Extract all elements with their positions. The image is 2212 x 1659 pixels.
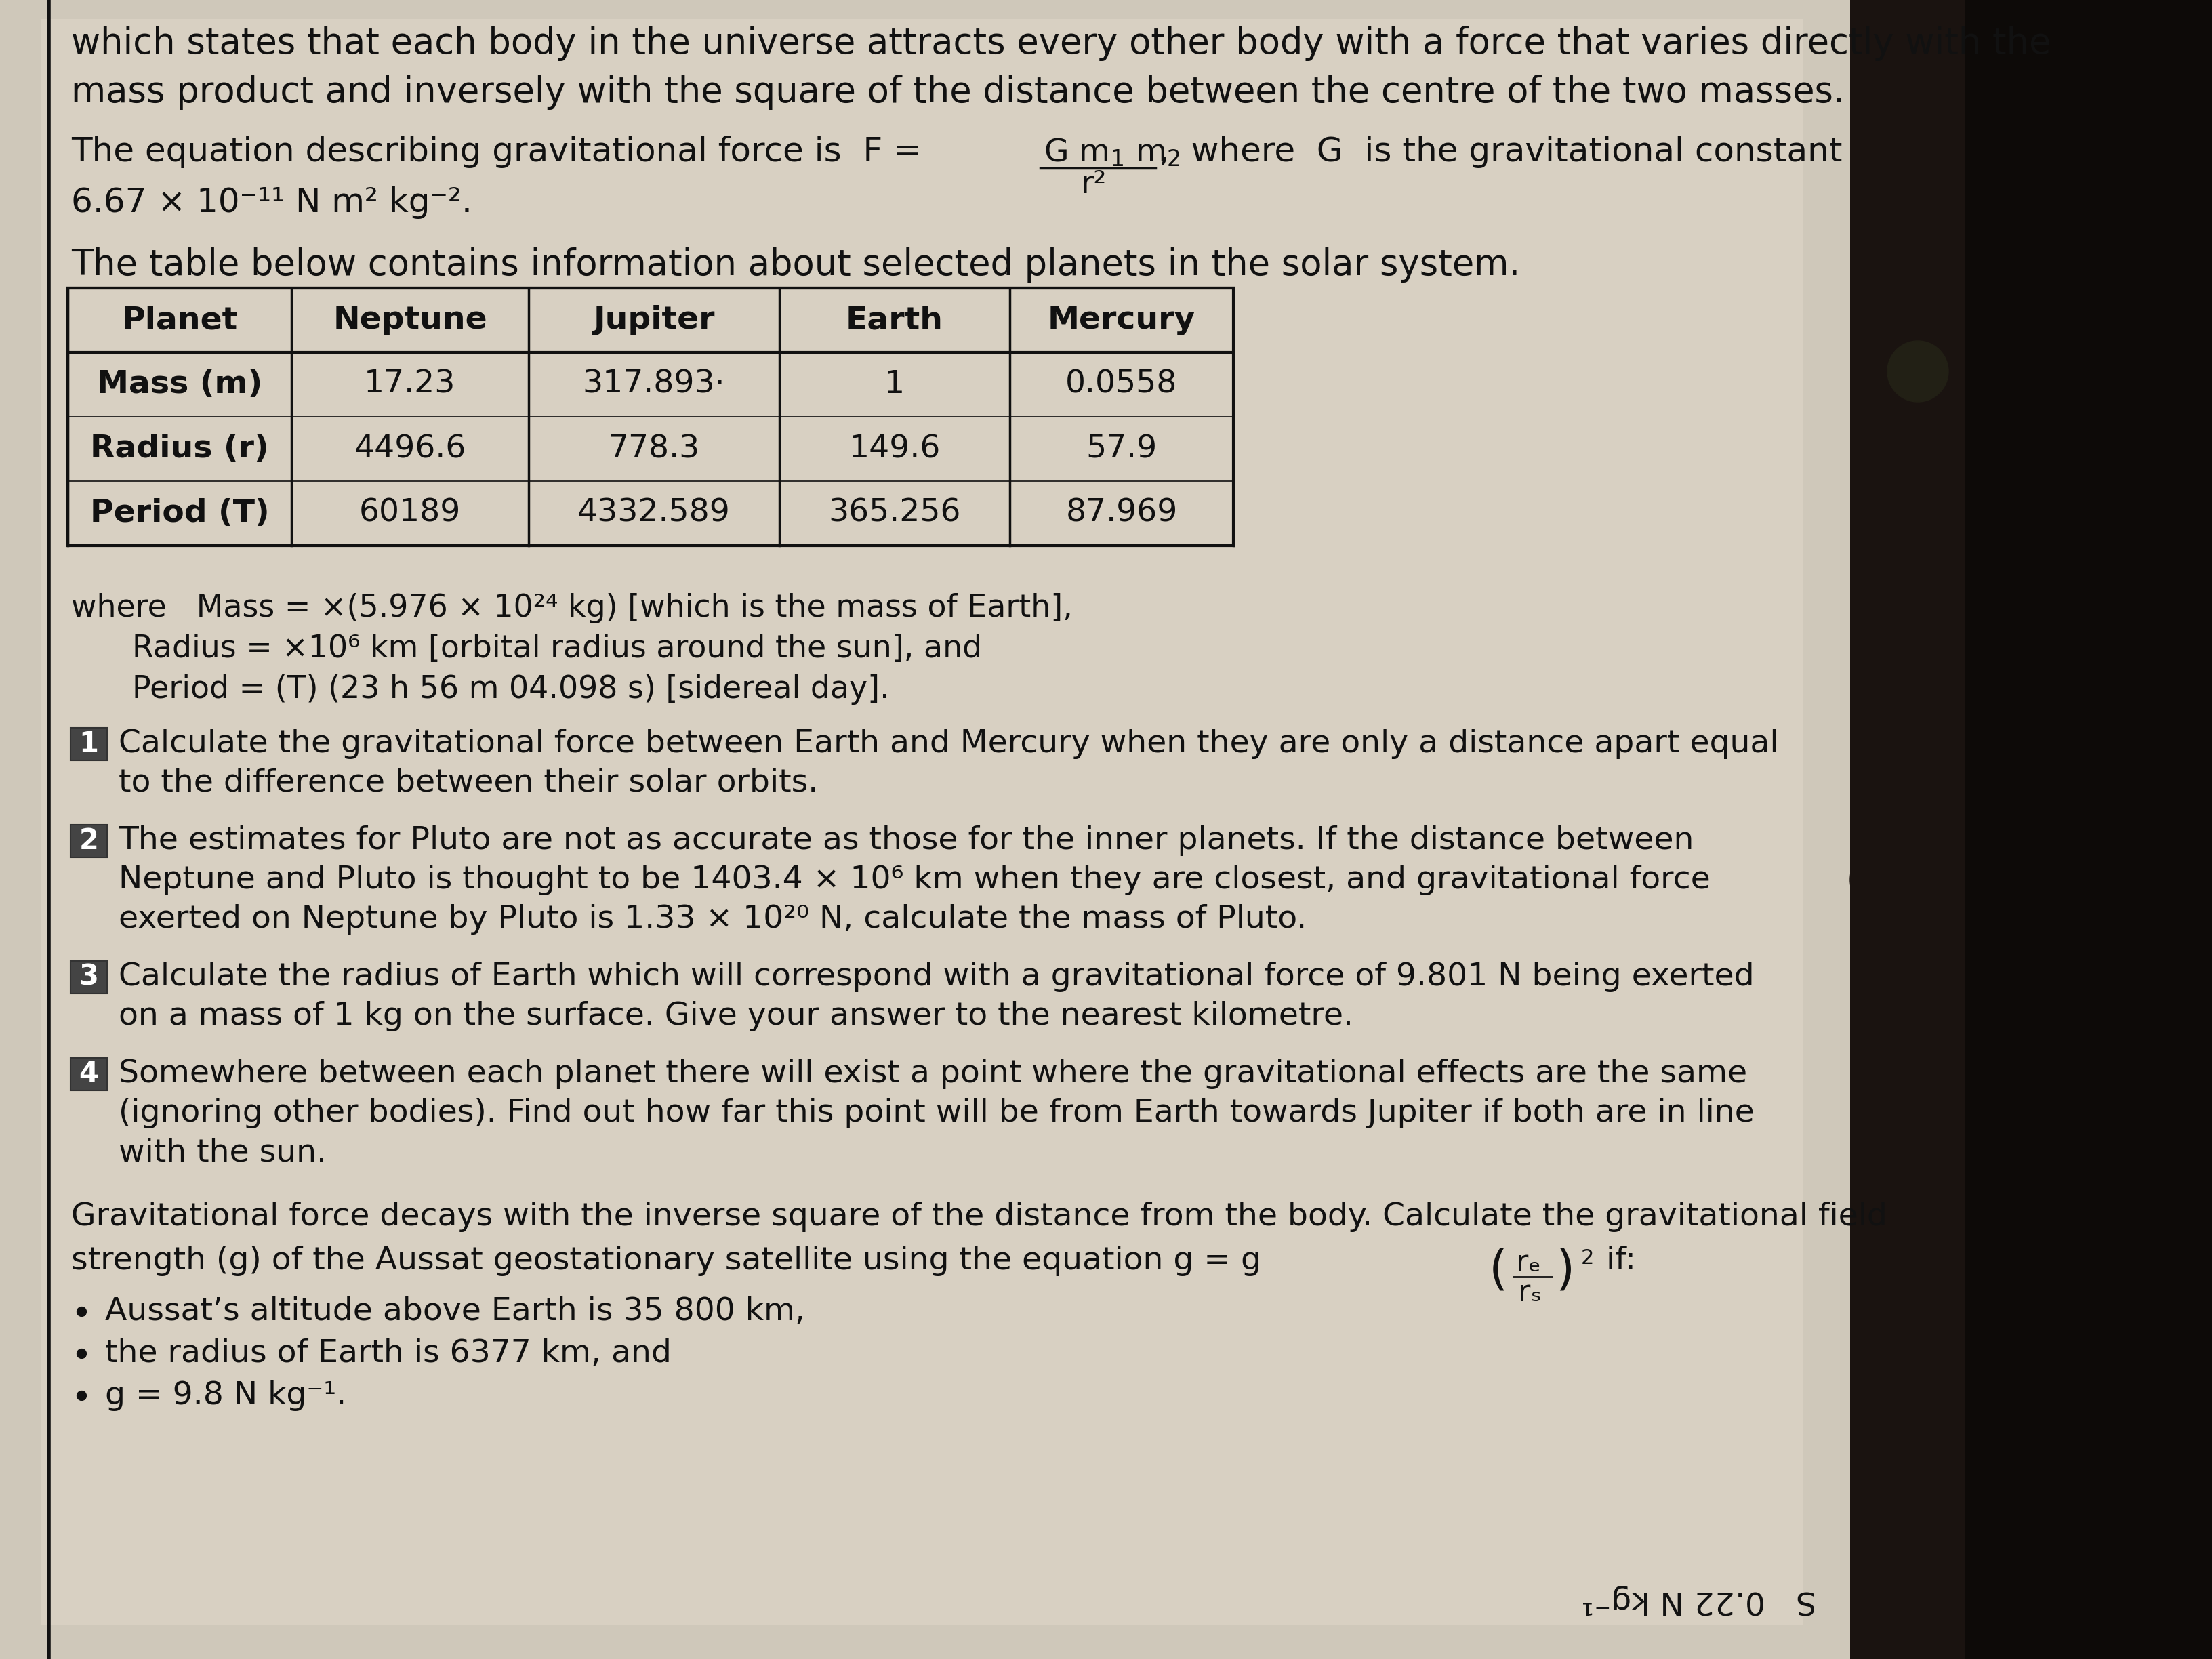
Text: r²: r² (1082, 169, 1106, 201)
Text: 6.67 × 10⁻¹¹ N m² kg⁻².: 6.67 × 10⁻¹¹ N m² kg⁻². (71, 186, 473, 219)
Text: if:: if: (1597, 1246, 1637, 1276)
FancyBboxPatch shape (71, 728, 106, 760)
Text: with the sun.: with the sun. (119, 1136, 327, 1168)
Text: The equation describing gravitational force is  F =: The equation describing gravitational fo… (71, 136, 922, 168)
Text: to the difference between their solar orbits.: to the difference between their solar or… (119, 768, 818, 798)
Text: 149.6: 149.6 (849, 433, 940, 465)
Text: where   Mass = ×(5.976 × 10²⁴ kg) [which is the mass of Earth],: where Mass = ×(5.976 × 10²⁴ kg) [which i… (71, 592, 1073, 624)
Text: G m$_1$ m$_2$: G m$_1$ m$_2$ (1044, 138, 1181, 169)
Text: Somewhere between each planet there will exist a point where the gravitational e: Somewhere between each planet there will… (119, 1058, 1747, 1088)
Text: rₑ: rₑ (1515, 1248, 1542, 1277)
Text: Calculate the radius of Earth which will correspond with a gravitational force o: Calculate the radius of Earth which will… (119, 962, 1754, 992)
FancyBboxPatch shape (71, 825, 106, 858)
Text: The estimates for Pluto are not as accurate as those for the inner planets. If t: The estimates for Pluto are not as accur… (119, 826, 1694, 856)
FancyBboxPatch shape (0, 0, 1849, 1659)
Text: 0.0558: 0.0558 (1066, 370, 1177, 400)
Text: ,  where  G  is the gravitational constant: , where G is the gravitational constant (1159, 136, 1843, 168)
Text: ): ) (1555, 1248, 1575, 1294)
Text: on a mass of 1 kg on the surface. Give your answer to the nearest kilometre.: on a mass of 1 kg on the surface. Give y… (119, 1000, 1354, 1032)
Text: Radius = ×10⁶ km [orbital radius around the sun], and: Radius = ×10⁶ km [orbital radius around … (133, 634, 982, 664)
Bar (69, 289, 1234, 546)
Circle shape (1849, 846, 1918, 914)
Text: 1: 1 (885, 370, 905, 400)
Text: mass product and inversely with the square of the distance between the centre of: mass product and inversely with the squa… (71, 75, 1845, 109)
Text: 4: 4 (80, 1060, 100, 1088)
FancyBboxPatch shape (1964, 0, 2212, 1659)
Text: (: ( (1489, 1248, 1509, 1294)
Text: rₛ: rₛ (1517, 1277, 1542, 1307)
FancyBboxPatch shape (1849, 0, 2212, 1659)
Text: The table below contains information about selected planets in the solar system.: The table below contains information abo… (71, 247, 1520, 282)
Text: Neptune: Neptune (332, 305, 487, 335)
Text: Mercury: Mercury (1048, 305, 1194, 335)
Text: Planet: Planet (122, 305, 237, 335)
Text: 3: 3 (80, 962, 100, 992)
Text: Aussat’s altitude above Earth is 35 800 km,: Aussat’s altitude above Earth is 35 800 … (104, 1296, 805, 1327)
Circle shape (1880, 333, 1955, 408)
Text: Period = (T) (23 h 56 m 04.098 s) [sidereal day].: Period = (T) (23 h 56 m 04.098 s) [sider… (133, 674, 889, 705)
Text: 60189: 60189 (358, 498, 460, 529)
Text: Earth: Earth (845, 305, 942, 335)
Text: which states that each body in the universe attracts every other body with a for: which states that each body in the unive… (71, 27, 2051, 61)
Text: 2: 2 (1582, 1248, 1595, 1267)
Text: Gravitational force decays with the inverse square of the distance from the body: Gravitational force decays with the inve… (71, 1201, 1887, 1233)
Text: Jupiter: Jupiter (593, 305, 714, 335)
Text: 17.23: 17.23 (365, 370, 456, 400)
FancyBboxPatch shape (71, 961, 106, 994)
Text: Radius (r): Radius (r) (91, 433, 270, 465)
Text: Calculate the gravitational force between Earth and Mercury when they are only a: Calculate the gravitational force betwee… (119, 728, 1778, 760)
Text: 778.3: 778.3 (608, 433, 699, 465)
Circle shape (1887, 340, 1949, 401)
Text: S   0.22 N kg⁻¹: S 0.22 N kg⁻¹ (1582, 1584, 1816, 1614)
Text: 365.256: 365.256 (827, 498, 960, 529)
Text: the radius of Earth is 6377 km, and: the radius of Earth is 6377 km, and (104, 1339, 672, 1369)
Text: 2: 2 (80, 826, 100, 856)
Text: 4332.589: 4332.589 (577, 498, 730, 529)
Text: 57.9: 57.9 (1086, 433, 1157, 465)
Text: 87.969: 87.969 (1066, 498, 1177, 529)
Text: 4496.6: 4496.6 (354, 433, 467, 465)
Text: exerted on Neptune by Pluto is 1.33 × 10²⁰ N, calculate the mass of Pluto.: exerted on Neptune by Pluto is 1.33 × 10… (119, 904, 1307, 934)
Text: Period (T): Period (T) (91, 498, 270, 529)
Text: 1: 1 (80, 730, 100, 758)
Text: g = 9.8 N kg⁻¹.: g = 9.8 N kg⁻¹. (104, 1380, 347, 1410)
Text: Mass (m): Mass (m) (97, 370, 263, 400)
FancyBboxPatch shape (71, 1058, 106, 1090)
Text: (ignoring other bodies). Find out how far this point will be from Earth towards : (ignoring other bodies). Find out how fa… (119, 1098, 1754, 1128)
Text: Neptune and Pluto is thought to be 1403.4 × 10⁶ km when they are closest, and gr: Neptune and Pluto is thought to be 1403.… (119, 864, 1710, 896)
Text: strength (g) of the Aussat geostationary satellite using the equation g = g: strength (g) of the Aussat geostationary… (71, 1246, 1261, 1276)
FancyBboxPatch shape (40, 18, 1803, 1626)
Text: 317.893·: 317.893· (582, 370, 726, 400)
